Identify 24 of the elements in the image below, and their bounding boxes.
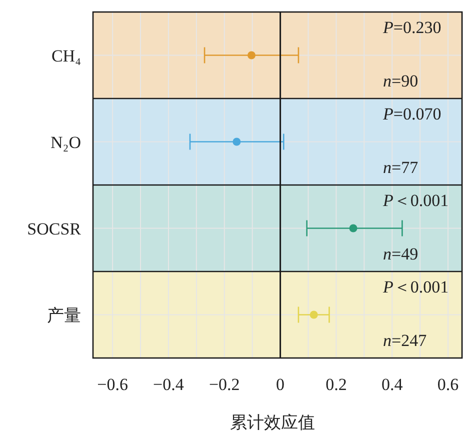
annotation: P=0.070 xyxy=(382,104,442,124)
x-tick-label: −0.2 xyxy=(208,375,240,394)
point xyxy=(248,51,256,60)
x-tick-label: 0.6 xyxy=(437,375,459,394)
x-tick-label: 0.4 xyxy=(381,375,404,394)
annotation: n=49 xyxy=(383,244,418,264)
y-tick-label: 产量 xyxy=(47,306,81,325)
x-axis-title: 累计效应值 xyxy=(230,413,315,432)
annotation: P＜0.001 xyxy=(382,278,449,296)
point xyxy=(232,138,241,146)
x-tick-label: −0.4 xyxy=(153,375,184,394)
annotation: P＜0.001 xyxy=(382,191,449,210)
y-tick-label: N₂O xyxy=(50,132,81,152)
y-tick-label: SOCSR xyxy=(27,219,82,238)
x-tick-label: 0 xyxy=(276,375,285,394)
annotation: n=77 xyxy=(383,158,419,177)
point xyxy=(310,310,318,319)
x-tick-label: −0.6 xyxy=(97,375,128,394)
y-tick-label: CH₄ xyxy=(51,46,82,66)
point xyxy=(349,224,358,232)
annotation: n=247 xyxy=(383,331,428,350)
x-tick-label: 0.2 xyxy=(326,375,347,394)
annotation: n=90 xyxy=(383,72,418,90)
annotation: P=0.230 xyxy=(382,18,442,37)
